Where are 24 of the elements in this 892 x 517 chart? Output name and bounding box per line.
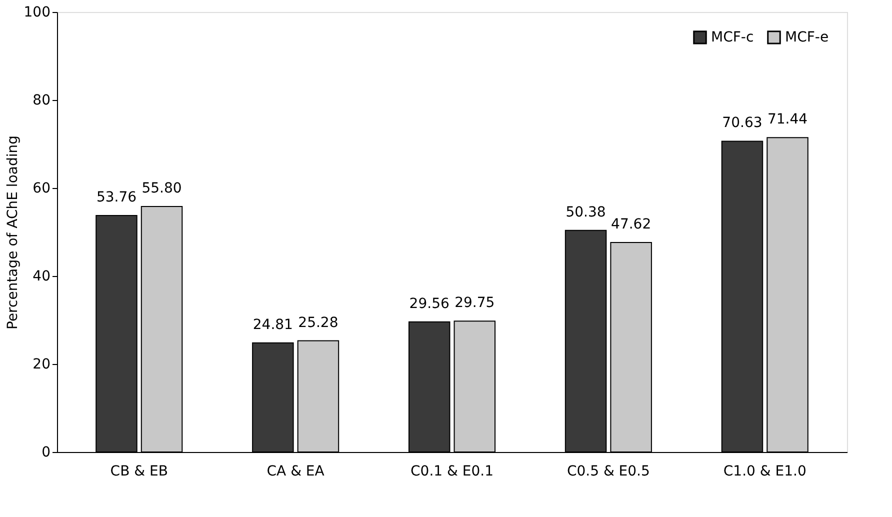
data-label: 71.44	[767, 112, 808, 128]
y-tick-label: 20	[32, 356, 50, 372]
y-tick-label: 100	[24, 4, 50, 20]
x-tick-label: C1.0 & E1.0	[723, 464, 806, 480]
y-tick-label: 80	[32, 92, 50, 108]
y-tick-label: 40	[32, 268, 50, 284]
x-tick-label: C0.5 & E0.5	[566, 464, 650, 480]
data-label: 29.75	[454, 295, 495, 312]
x-tick-label: C0.1 & E0.1	[410, 464, 494, 480]
data-label: 53.76	[96, 189, 137, 206]
data-label: 24.81	[252, 316, 293, 333]
data-label: 70.63	[722, 115, 762, 132]
y-axis-title: Percentage of AChE loading	[4, 136, 21, 330]
data-label: 25.28	[298, 314, 338, 331]
data-label: 47.62	[611, 216, 652, 232]
data-label: 50.38	[566, 204, 606, 220]
legend-label: MCF-c	[711, 29, 754, 46]
data-label: 55.80	[142, 180, 182, 196]
x-tick-label: CA & EA	[266, 464, 325, 480]
data-label: 29.56	[409, 296, 450, 312]
y-tick-label: 0	[42, 444, 50, 460]
y-tick-label: 60	[32, 180, 50, 196]
x-tick-label: CB & EB	[110, 464, 168, 480]
legend-label: MCF-e	[785, 29, 829, 46]
